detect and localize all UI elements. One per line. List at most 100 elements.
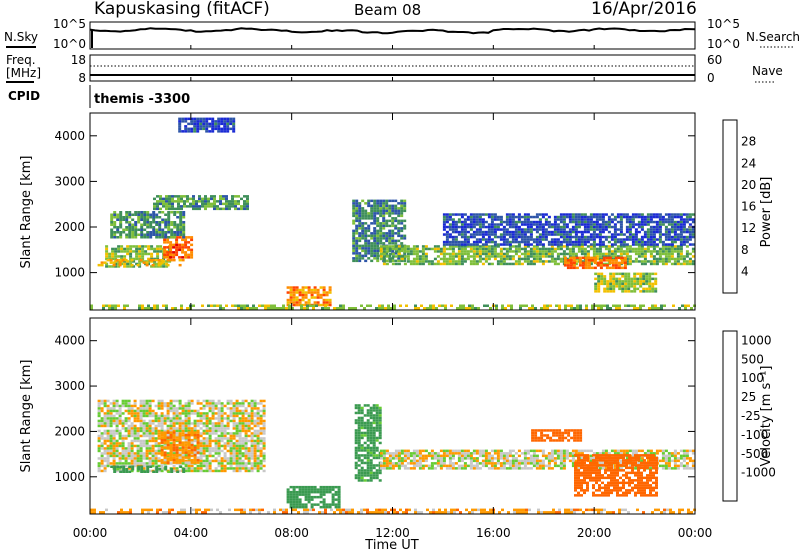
heatmap-cell: [175, 453, 179, 457]
heatmap-cell: [652, 238, 656, 241]
heatmap-cell: [244, 469, 248, 473]
heatmap-cell: [131, 231, 135, 234]
heatmap-cell: [605, 256, 609, 260]
heatmap-cell: [385, 199, 389, 203]
heatmap-cell: [127, 427, 131, 430]
heatmap-cell: [192, 200, 195, 203]
heatmap-cell: [442, 252, 446, 256]
heatmap-cell: [463, 245, 467, 248]
heatmap-cell: [391, 252, 395, 256]
heatmap-cell: [226, 442, 230, 445]
heatmap-cell: [508, 230, 512, 234]
heatmap-cell: [103, 404, 107, 408]
heatmap-cell: [655, 223, 659, 226]
heatmap-cell: [122, 228, 126, 231]
heatmap-cell: [621, 272, 625, 276]
heatmap-cell: [331, 493, 335, 496]
heatmap-cell: [190, 127, 194, 131]
heatmap-cell: [121, 462, 125, 465]
heatmap-cell: [358, 214, 362, 218]
heatmap-cell: [574, 240, 578, 244]
heatmap-cell: [614, 256, 618, 260]
heatmap-cell: [364, 234, 368, 238]
heatmap-cell: [358, 257, 362, 260]
heatmap-cell: [649, 235, 653, 239]
heatmap-cell: [181, 407, 185, 410]
heatmap-cell: [120, 245, 124, 248]
heatmap-cell: [517, 250, 521, 253]
heatmap-cell: [178, 429, 182, 433]
heatmap-cell: [382, 237, 386, 240]
heatmap-cell: [415, 252, 419, 256]
heatmap-cell: [144, 252, 148, 256]
heatmap-cell: [124, 457, 128, 460]
heatmap-cell: [382, 457, 386, 460]
heatmap-cell: [182, 226, 186, 229]
heatmap-cell: [610, 243, 614, 246]
heatmap-cell: [388, 249, 392, 253]
heatmap-cell: [382, 242, 386, 245]
heatmap-cell: [337, 498, 341, 501]
heatmap-cell: [124, 402, 128, 405]
heatmap-cell: [211, 469, 215, 473]
heatmap-cell: [584, 261, 588, 265]
heatmap-cell: [559, 225, 563, 229]
heatmap-cell: [300, 307, 303, 310]
heatmap-cell: [304, 503, 308, 506]
heatmap-cell: [372, 419, 376, 422]
heatmap-cell: [484, 260, 488, 263]
heatmap-cell: [366, 421, 370, 425]
heatmap-cell: [119, 470, 123, 473]
heatmap-cell: [652, 255, 656, 258]
heatmap-cell: [463, 247, 467, 251]
heatmap-cell: [211, 399, 215, 403]
heatmap-cell: [667, 220, 671, 224]
heatmap-cell: [145, 414, 149, 418]
heatmap-cell: [568, 215, 572, 219]
heatmap-cell: [463, 252, 467, 256]
heatmap-cell: [112, 429, 116, 433]
heatmap-cell: [355, 209, 359, 213]
heatmap-cell: [375, 474, 379, 477]
heatmap-cell: [366, 429, 370, 432]
heatmap-cell: [147, 245, 151, 248]
heatmap-cell: [487, 250, 491, 253]
heatmap-cell: [589, 235, 593, 239]
heatmap-cell: [241, 459, 245, 463]
heatmap-cell: [625, 245, 629, 248]
heatmap-cell: [633, 307, 636, 310]
heatmap-cell: [673, 213, 677, 216]
heatmap-cell: [508, 257, 512, 261]
heatmap-cell: [169, 241, 173, 244]
heatmap-cell: [172, 414, 176, 418]
heatmap-cell: [105, 247, 109, 251]
heatmap-cell: [322, 291, 326, 294]
heatmap-cell: [259, 417, 263, 420]
heatmap-cell: [256, 422, 260, 425]
heatmap-cell: [205, 439, 209, 443]
heatmap-cell: [184, 241, 188, 244]
heatmap-cell: [172, 404, 176, 408]
heatmap-cell: [469, 225, 473, 229]
heatmap-cell: [685, 260, 689, 263]
heatmap-cell: [193, 122, 197, 126]
heatmap-cell: [176, 231, 180, 234]
heatmap-cell: [352, 237, 356, 240]
heatmap-cell: [568, 255, 572, 258]
heatmap-cell: [136, 432, 140, 435]
heatmap-cell: [529, 238, 533, 241]
heatmap-cell: [181, 429, 185, 433]
heatmap-cell: [178, 469, 182, 473]
heatmap-cell: [382, 459, 386, 463]
heatmap-cell: [406, 255, 410, 258]
heatmap-cell: [184, 429, 188, 433]
heatmap-cell: [364, 239, 368, 243]
heatmap-cell: [167, 236, 171, 239]
heatmap-cell: [682, 235, 686, 239]
heatmap-cell: [366, 461, 370, 465]
heatmap-cell: [460, 240, 464, 244]
heatmap-cell: [100, 452, 104, 455]
heatmap-cell: [378, 424, 382, 427]
heatmap-cell: [226, 125, 230, 128]
heatmap-cell: [651, 282, 655, 286]
